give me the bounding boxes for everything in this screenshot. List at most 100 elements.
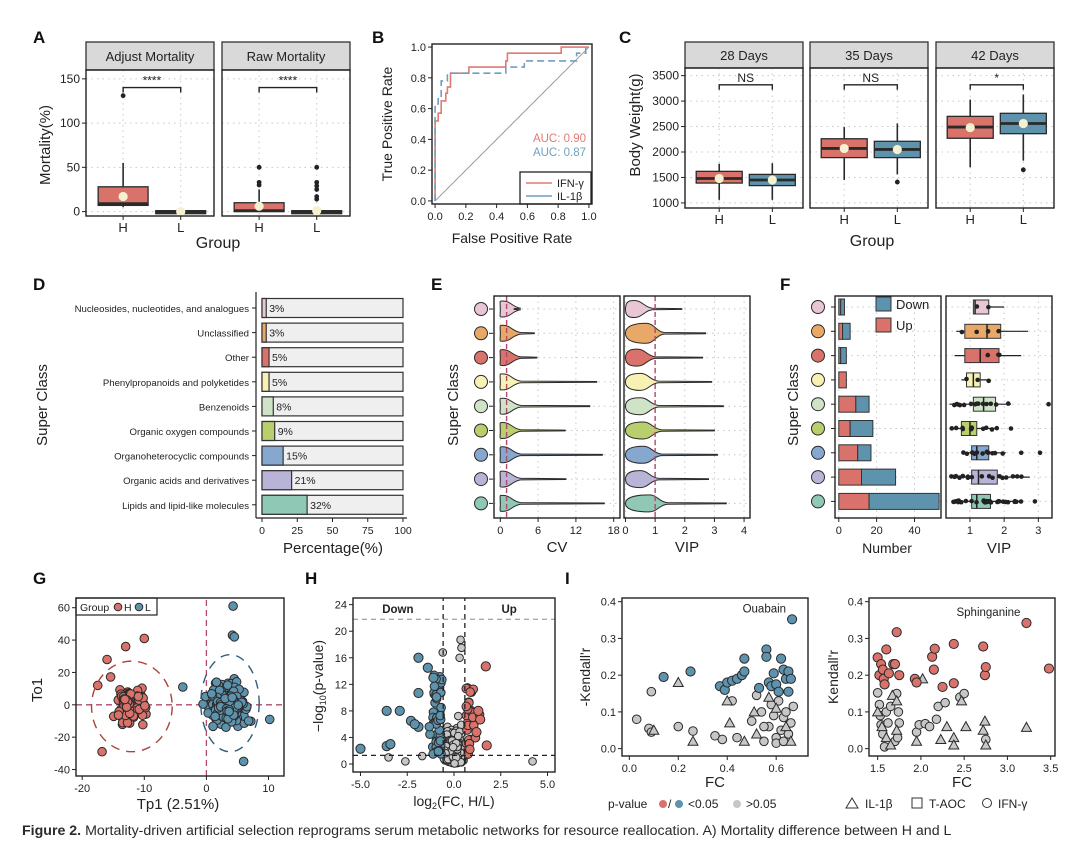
point-l	[227, 692, 238, 703]
x-axis-title: False Positive Rate	[452, 230, 573, 246]
legend-label-up: Up	[896, 318, 913, 333]
superclass-color-key	[811, 445, 825, 460]
point-h	[120, 641, 131, 652]
plot-frame	[809, 67, 929, 209]
jitter-point	[1014, 474, 1020, 479]
point-significant	[739, 666, 750, 677]
category-label: Phenylpropanoids and polyketides	[103, 378, 249, 389]
point-l	[208, 721, 218, 732]
stacked-bar-row	[838, 347, 847, 365]
x-axis-title: FC	[952, 774, 972, 791]
point-significant	[1021, 617, 1032, 629]
x-tick-label: 10	[262, 783, 274, 795]
point-l	[211, 677, 222, 687]
legend-label-h: H	[124, 602, 132, 614]
x-tick-label: 1.0	[581, 211, 596, 223]
bar-down	[855, 395, 870, 413]
y-tick-label: 0	[64, 700, 70, 712]
jitter-point	[965, 474, 971, 479]
point-not-significant	[456, 635, 465, 645]
point-significant	[685, 666, 696, 677]
diagonal-reference-line	[434, 46, 590, 202]
point-l	[229, 632, 240, 642]
bar-fill	[261, 347, 270, 368]
y-tick-label: 0.8	[411, 73, 426, 85]
point-significant	[883, 668, 894, 679]
point-not-significant	[732, 732, 742, 743]
x-tick-label: 5.0	[540, 779, 555, 791]
box-L: L	[873, 123, 921, 227]
panel-i-correlation-positive: 0.0 0.1 0.2 0.3 0.4 1.5 2.0 2.5 3.0 3.5 Sphinganin…	[825, 597, 1058, 791]
point-l	[233, 700, 244, 710]
point-up	[465, 744, 475, 755]
x-tick-label: 0.0	[446, 779, 461, 791]
vip-box-row	[972, 299, 1005, 315]
x-tick-label: 0	[497, 525, 503, 537]
stacked-bar-row	[838, 371, 847, 389]
y-tick-label: 40	[58, 635, 70, 647]
jitter-point	[983, 425, 989, 431]
superclass-color-key	[474, 326, 488, 341]
point-significant	[881, 644, 892, 655]
bar-row: 5% Phenylpropanoids and polyketides	[103, 371, 404, 392]
bar-fill	[261, 396, 274, 417]
superclass-color-key	[474, 399, 488, 414]
vip-box-row	[961, 372, 991, 388]
jitter-point	[960, 473, 965, 479]
point-l	[177, 682, 188, 692]
legend-label-down: Down	[896, 297, 929, 312]
y-tick-label: 0.4	[848, 597, 863, 609]
scatter-points	[92, 601, 275, 767]
point-up	[471, 727, 482, 738]
vip-box-row	[954, 348, 1022, 364]
bar-row: 5% Other	[225, 347, 404, 368]
point-l	[238, 756, 249, 767]
group-tick-label: H	[840, 212, 849, 227]
box-H: H	[946, 99, 994, 227]
data-point-triangle	[890, 724, 903, 735]
point-up	[461, 701, 472, 712]
bar-up	[838, 468, 862, 486]
bar-fill	[261, 494, 308, 515]
facet-strip	[221, 41, 351, 71]
x-tick-label: 3	[1035, 525, 1041, 537]
y-tick-label: 0.2	[848, 670, 863, 682]
x-tick-label: 0.2	[671, 763, 686, 775]
bar-down	[842, 322, 851, 340]
point-down	[433, 746, 444, 757]
confidence-ellipse-l	[200, 653, 260, 753]
point-not-significant	[883, 718, 893, 728]
x-tick-label: 0.8	[551, 211, 566, 223]
violin-subplot-cv: 0 6 12 18 CV	[493, 295, 621, 556]
point-significant	[761, 651, 772, 662]
bar-down	[868, 492, 940, 510]
point-down	[422, 662, 433, 673]
annotation-up: Up	[502, 604, 517, 616]
jitter-point	[961, 402, 967, 408]
bar-row: 8% Benzenoids	[199, 396, 404, 417]
jitter-point	[974, 329, 979, 335]
superclass-color-key	[811, 348, 825, 363]
y-axis-title: Body Weight(g)	[627, 73, 644, 176]
category-label: Organoheterocyclic compounds	[114, 452, 249, 463]
data-point-triangle	[738, 735, 751, 746]
vip-box-row	[956, 323, 1029, 339]
violin-shape	[624, 445, 718, 464]
vip-box-row	[949, 396, 1051, 412]
y-tick-label: 16	[335, 653, 347, 665]
legend-label-not-significant: >0.05	[746, 797, 777, 811]
x-axis-title: log2(FC, H/L)	[413, 793, 494, 811]
jitter-point	[952, 402, 957, 408]
significance-label: ****	[279, 74, 298, 88]
auc-label: AUC: 0.87	[533, 147, 586, 159]
outlier-point	[1008, 426, 1014, 431]
x-tick-label: 2.0	[913, 763, 928, 775]
x-axis-title: VIP	[675, 539, 699, 556]
caption-label: Figure 2.	[22, 823, 82, 839]
violin-shape	[499, 324, 535, 342]
circle-icon	[982, 798, 992, 808]
data-point-triangle	[876, 720, 888, 732]
x-tick-label: -5.0	[351, 779, 370, 791]
bar-value-label: 15%	[286, 451, 307, 463]
